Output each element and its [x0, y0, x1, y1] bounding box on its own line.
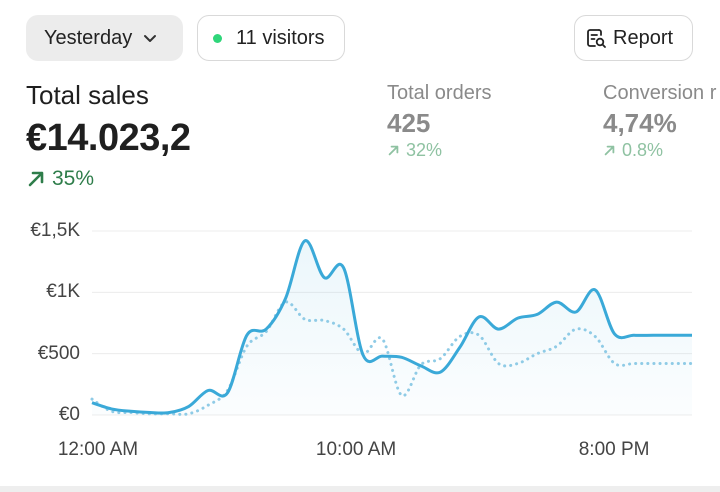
date-filter-label: Yesterday [44, 26, 133, 49]
visitors-count: 11 visitors [236, 26, 325, 49]
total-sales-delta: 35% [26, 167, 94, 191]
x-axis-tick-label: 10:00 AM [315, 439, 397, 460]
conversion-delta-value: 0.8% [622, 140, 664, 160]
y-axis-tick-label: €1,5K [30, 220, 80, 241]
conversion-label: Conversion r [603, 82, 717, 104]
conversion-value: 4,74% [603, 108, 677, 138]
bottom-divider [0, 486, 720, 492]
arrow-up-right-icon [603, 144, 616, 157]
total-orders-delta: 32% [387, 140, 442, 161]
y-axis-tick-label: €500 [37, 342, 80, 364]
total-sales-label: Total sales [26, 80, 149, 110]
x-axis-tick-label: 8:00 PM [578, 439, 650, 460]
sales-area-fill [92, 240, 692, 415]
live-visitors-badge[interactable]: 11 visitors [197, 15, 345, 61]
comparison-series-line [90, 300, 694, 416]
chevron-down-icon [142, 30, 158, 46]
y-axis-tick-label: €0 [58, 404, 80, 425]
report-button[interactable]: Report [574, 15, 693, 61]
report-label: Report [613, 26, 674, 49]
total-orders-label: Total orders [387, 82, 492, 104]
report-search-icon [585, 27, 607, 49]
arrow-up-right-icon [387, 144, 400, 157]
x-axis-tick-label: 12:00 AM [57, 439, 139, 460]
total-orders-delta-value: 32% [406, 140, 443, 160]
total-sales-value: €14.023,2 [26, 117, 191, 159]
y-axis-tick-label: €1K [46, 281, 80, 303]
arrow-up-right-icon [26, 169, 46, 189]
sales-series-line [91, 239, 692, 415]
date-filter-dropdown[interactable]: Yesterday [26, 15, 183, 61]
total-orders-value: 425 [387, 108, 431, 138]
conversion-delta: 0.8% [603, 140, 663, 161]
live-dot-icon [213, 33, 222, 43]
total-sales-delta-value: 35% [52, 167, 95, 190]
